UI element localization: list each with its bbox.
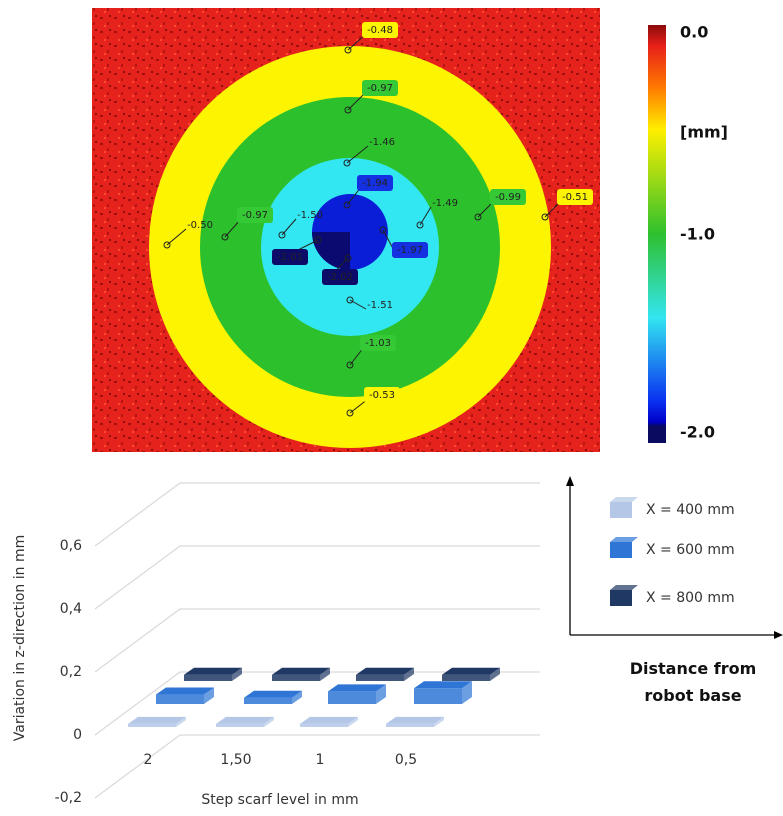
annotation: -0.50 bbox=[187, 220, 213, 231]
bar bbox=[300, 717, 358, 727]
y-tick-label: -0,2 bbox=[55, 790, 82, 806]
annotation: -0.51 bbox=[562, 192, 588, 203]
bar-top bbox=[156, 688, 214, 695]
legend-label: X = 600 mm bbox=[646, 542, 735, 558]
arrowhead bbox=[774, 631, 783, 639]
bar-top bbox=[300, 717, 358, 724]
bar-top bbox=[328, 684, 386, 691]
bar-top bbox=[386, 717, 444, 724]
bar-top bbox=[414, 681, 472, 688]
x-tick-label: 1,50 bbox=[220, 752, 251, 768]
bar-front bbox=[184, 675, 232, 681]
bar-top bbox=[356, 668, 414, 675]
bar-top bbox=[244, 691, 302, 698]
y-tick-label: 0,2 bbox=[60, 664, 82, 680]
bar bbox=[328, 684, 386, 704]
y-tick-label: 0,6 bbox=[60, 538, 82, 554]
annotation: -0.48 bbox=[367, 25, 393, 36]
bar-top bbox=[442, 668, 500, 675]
bar-front bbox=[128, 724, 176, 727]
bar-top bbox=[128, 717, 186, 724]
annotation: -1.50 bbox=[297, 210, 323, 221]
bar bbox=[356, 668, 414, 681]
colorbar-label: [mm] bbox=[680, 123, 728, 142]
annotation: -1.51 bbox=[367, 300, 393, 311]
bar-front bbox=[386, 724, 434, 727]
annotation: -0.97 bbox=[242, 210, 268, 221]
bar-front bbox=[244, 698, 292, 704]
bar-top bbox=[272, 668, 330, 675]
legend-swatch-top bbox=[610, 537, 638, 542]
colorbar-label: -1.0 bbox=[680, 225, 715, 244]
annotation: -0.53 bbox=[369, 390, 395, 401]
colorbar bbox=[648, 25, 666, 443]
scan-image bbox=[92, 8, 600, 452]
colorbar-label: 0.0 bbox=[680, 23, 708, 42]
legend-label: X = 400 mm bbox=[646, 502, 735, 518]
bar-front bbox=[442, 675, 490, 681]
annotation: -1.97 bbox=[397, 245, 423, 256]
legend-label: X = 800 mm bbox=[646, 590, 735, 606]
annotation: -1.03 bbox=[365, 338, 391, 349]
colorbar-label: -2.0 bbox=[680, 423, 715, 442]
x-tick-label: 2 bbox=[144, 752, 153, 768]
bar-front bbox=[328, 691, 376, 704]
annotation: -0.97 bbox=[367, 83, 393, 94]
bar-front bbox=[272, 675, 320, 681]
annotation: -1.49 bbox=[432, 198, 458, 209]
bar bbox=[272, 668, 330, 681]
arrowhead bbox=[566, 476, 574, 486]
grid-line bbox=[95, 546, 540, 609]
y-axis-title: Variation in z-direction in mm bbox=[12, 535, 28, 741]
annotation: -1.46 bbox=[369, 137, 395, 148]
bar bbox=[386, 717, 444, 727]
x-axis-title: Step scarf level in mm bbox=[201, 792, 358, 808]
legend: X = 400 mm X = 600 mm X = 800 mm bbox=[610, 497, 735, 606]
legend-swatch bbox=[610, 590, 632, 606]
annotation: -2.01 bbox=[277, 252, 303, 263]
bar bbox=[244, 691, 302, 704]
annotation: -2.02 bbox=[327, 272, 353, 283]
annotation: -1.94 bbox=[362, 178, 388, 189]
legend-swatch bbox=[610, 542, 632, 558]
bar bbox=[184, 668, 242, 681]
legend-swatch-top bbox=[610, 585, 638, 590]
grid-line bbox=[95, 483, 540, 546]
depth-axis-label: Distance from robot base bbox=[603, 655, 783, 709]
x-tick-label: 1 bbox=[316, 752, 325, 768]
y-tick-label: 0 bbox=[73, 727, 82, 743]
bar-chart: -0,2 0 0,2 0,4 0,6 Variation in z-direction i… bbox=[12, 483, 540, 808]
page: -0.48 -0.97 -1.46 -1.94 -0.50 -0.97 -1.50 -1.49… bbox=[0, 0, 783, 816]
y-tick-label: 0,4 bbox=[60, 601, 82, 617]
bar-top bbox=[184, 668, 242, 675]
bar bbox=[156, 688, 214, 704]
bar bbox=[128, 717, 186, 727]
bar-front bbox=[414, 688, 462, 704]
bar-front bbox=[216, 724, 264, 727]
bar-front bbox=[300, 724, 348, 727]
legend-swatch-top bbox=[610, 497, 638, 502]
bar bbox=[442, 668, 500, 681]
annotation: -0.99 bbox=[495, 192, 521, 203]
x-tick-label: 0,5 bbox=[395, 752, 417, 768]
bar-front bbox=[156, 695, 204, 704]
bar-front bbox=[356, 675, 404, 681]
bar bbox=[216, 717, 274, 727]
legend-swatch bbox=[610, 502, 632, 518]
grid-line bbox=[95, 609, 540, 672]
bar-top bbox=[216, 717, 274, 724]
bar bbox=[414, 681, 472, 704]
